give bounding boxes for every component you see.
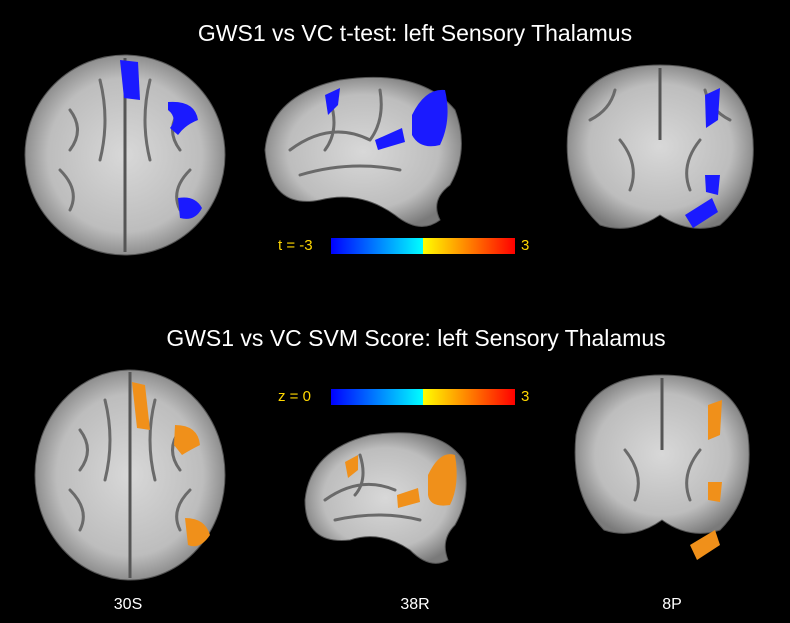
coronal-slice-bottom <box>574 374 750 560</box>
colorbar <box>331 238 515 254</box>
axial-slice-bottom <box>34 369 226 581</box>
colorbar <box>331 389 515 405</box>
colorbar-min-label: z = 0 <box>278 388 311 405</box>
slice-label: 38R <box>400 596 429 613</box>
coronal-slice-top <box>566 64 754 229</box>
slice-label: 30S <box>114 596 142 613</box>
axial-slice-top <box>24 54 226 256</box>
top-title: GWS1 vs VC t-test: left Sensory Thalamus <box>198 20 632 46</box>
colorbar-max-label: 3 <box>521 388 529 405</box>
bottom-title: GWS1 vs VC SVM Score: left Sensory Thala… <box>166 325 665 351</box>
sagittal-slice-bottom <box>304 432 467 564</box>
sagittal-slice-top <box>264 76 462 227</box>
colorbar-min-label: t = -3 <box>278 237 313 254</box>
colorbar-max-label: 3 <box>521 237 529 254</box>
slice-label: 8P <box>662 596 682 613</box>
